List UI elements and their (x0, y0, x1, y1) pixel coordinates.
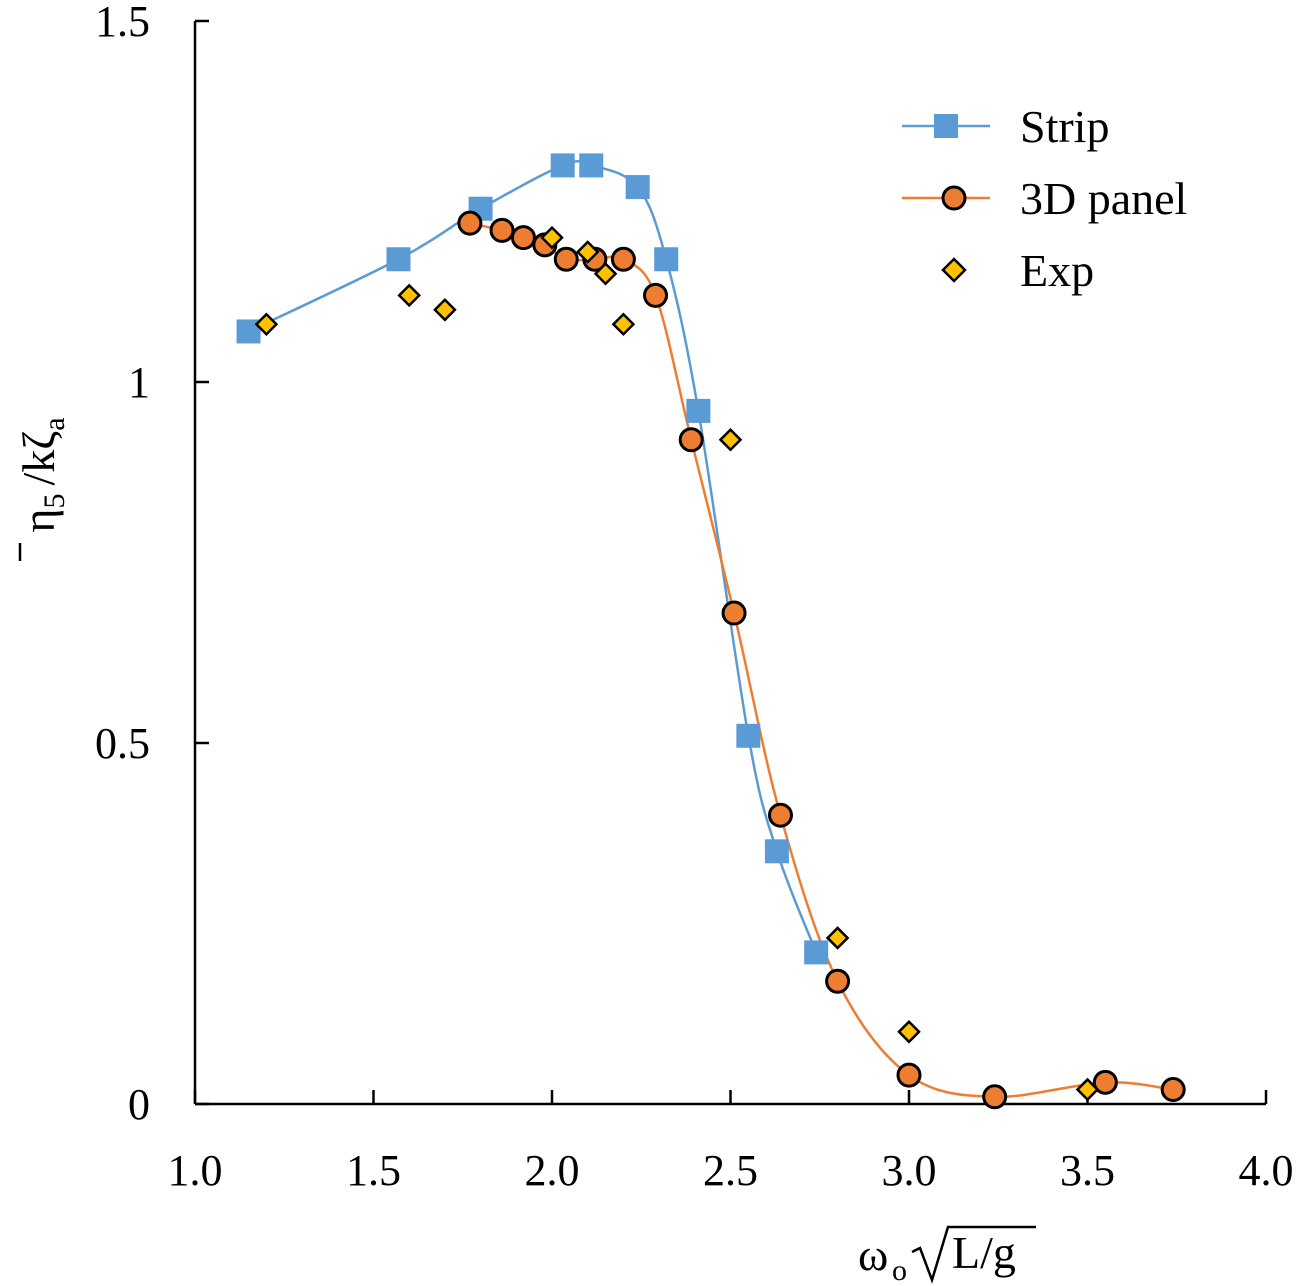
point-exp (433, 298, 457, 322)
point-exp (1075, 1077, 1100, 1102)
x-tick-label: 1.0 (168, 1146, 223, 1195)
x-tick-label: 2.5 (703, 1146, 758, 1195)
y-axis-slash: /k (13, 450, 64, 486)
point-exp (825, 926, 850, 950)
legend-strip-label: Strip (1020, 101, 1109, 152)
point-3d-panel (457, 210, 483, 236)
point-3d-panel (553, 246, 579, 272)
legend-item-3d-panel: 3D panel (902, 173, 1187, 224)
point-strip (804, 940, 829, 965)
point-strip (579, 153, 604, 178)
y-axis-zeta-sub: a (38, 417, 71, 430)
x-tick-label: 4.0 (1239, 1146, 1294, 1195)
y-tick-label: 1.5 (95, 0, 150, 46)
legend-exp-label: Exp (1020, 245, 1094, 296)
point-3d-panel (489, 217, 515, 243)
y-tick-label: 1 (128, 358, 150, 407)
point-exp (575, 240, 600, 264)
series-layer (248, 160, 1174, 1099)
y-axis-eta: η (13, 509, 64, 533)
point-strip (654, 247, 679, 272)
y-tick-label: 0 (128, 1080, 150, 1129)
point-3d-panel (896, 1062, 922, 1088)
point-strip (764, 839, 789, 864)
legend-item-strip: Strip (902, 101, 1109, 152)
point-3d-panel (1160, 1077, 1186, 1103)
point-exp (397, 283, 421, 308)
legend-exp-marker (941, 257, 967, 283)
point-3d-panel (767, 802, 793, 828)
legend-3d-panel-label: 3D panel (1020, 173, 1187, 224)
point-strip (686, 398, 711, 423)
point-exp (593, 261, 618, 286)
point-exp (718, 427, 743, 452)
series-line-3d-panel (469, 221, 1174, 1099)
point-3d-panel (643, 282, 669, 308)
point-3d-panel (610, 246, 636, 272)
x-tick-label: 3.0 (882, 1146, 937, 1195)
point-strip (236, 319, 261, 344)
x-axis-omega: ω (858, 1229, 888, 1280)
point-3d-panel (1092, 1069, 1118, 1095)
point-3d-panel (982, 1084, 1008, 1110)
point-strip (386, 247, 411, 272)
y-axis-eta-sub: 5 (38, 494, 71, 509)
y-axis-title: η5/kζa (13, 417, 71, 561)
point-3d-panel (825, 968, 851, 994)
markers-layer (236, 153, 1186, 1110)
point-exp (611, 312, 636, 337)
x-axis-title: ω o L/g (858, 1225, 1036, 1286)
x-tick-label: 3.5 (1060, 1146, 1115, 1195)
series-line-strip (248, 160, 818, 953)
legend-item-exp: Exp (941, 245, 1094, 296)
y-axis-zeta: ζ (13, 431, 64, 450)
x-tick-label: 1.5 (346, 1146, 401, 1195)
point-3d-panel (721, 600, 747, 626)
legend-strip-marker (934, 114, 958, 138)
x-axis-radicand: L/g (952, 1227, 1016, 1278)
point-3d-panel (678, 427, 704, 453)
point-3d-panel (510, 225, 536, 251)
legend-3d-panel-marker (941, 185, 967, 211)
legend: Strip 3D panel Exp (902, 101, 1187, 296)
y-tick-label: 0.5 (95, 719, 150, 768)
point-strip (736, 723, 761, 748)
x-tick-label: 2.0 (525, 1146, 580, 1195)
svg-text:η5/kζa: η5/kζa (13, 417, 71, 532)
point-exp (540, 225, 564, 250)
axis-ticks: 1.0 1.5 2.0 2.5 3.0 3.5 4.0 0 0.5 1 1.5 (95, 0, 1294, 1195)
sqrt-sign (911, 1225, 1036, 1284)
point-exp (254, 312, 279, 337)
x-axis-omega-sub: o (892, 1254, 907, 1286)
point-strip (550, 153, 575, 178)
point-strip (625, 175, 650, 200)
point-exp (897, 1020, 921, 1044)
